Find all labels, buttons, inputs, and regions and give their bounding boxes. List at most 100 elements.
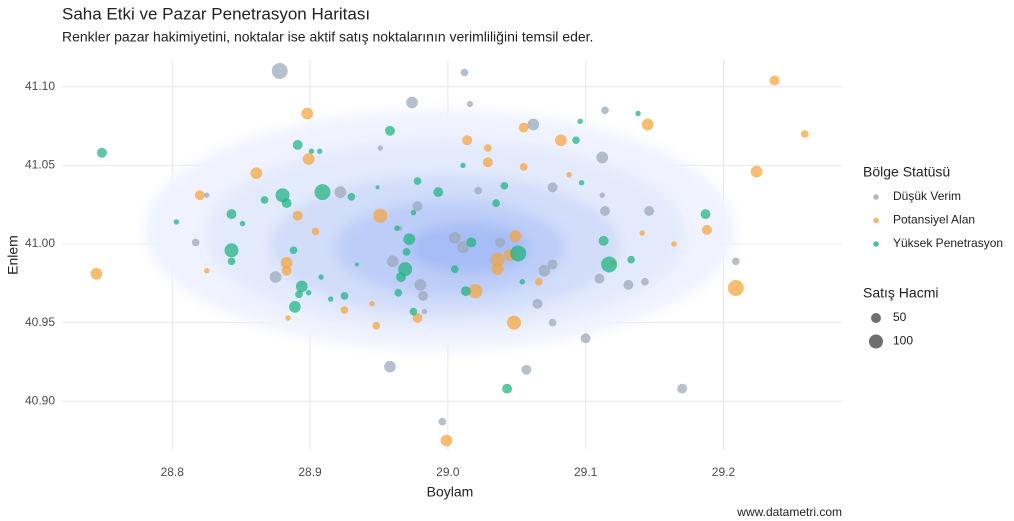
point [490, 252, 505, 267]
point [394, 225, 400, 231]
point [285, 315, 291, 321]
point [600, 206, 610, 216]
point [194, 190, 205, 201]
point [474, 186, 483, 195]
x-tick-label: 28.8 [161, 465, 185, 479]
point [384, 360, 396, 373]
point [769, 75, 780, 86]
point [468, 284, 483, 299]
point [641, 118, 654, 131]
point [281, 198, 292, 209]
point [527, 118, 540, 131]
point [295, 280, 308, 293]
point [701, 224, 712, 235]
point [354, 262, 359, 267]
point [502, 383, 513, 394]
point [347, 192, 356, 201]
legend-swatch [873, 241, 879, 247]
point [173, 219, 180, 225]
point [580, 333, 591, 344]
size-legend-label: 100 [893, 334, 913, 348]
point [418, 290, 429, 301]
point [750, 165, 763, 178]
point [413, 177, 422, 185]
point [305, 290, 312, 296]
point [534, 277, 543, 286]
point [521, 364, 532, 375]
x-tick-label: 28.9 [298, 465, 322, 479]
point [377, 145, 384, 151]
legend-label: Potansiyel Alan [893, 213, 975, 227]
y-tick-label: 41.10 [25, 79, 55, 93]
point [421, 308, 428, 315]
point [594, 273, 605, 284]
point [598, 235, 609, 246]
legend-swatch [873, 194, 879, 200]
point [466, 237, 477, 248]
legend-label: Yüksek Penetrasyon [893, 236, 1003, 250]
point [548, 318, 557, 327]
point [385, 125, 395, 136]
legend-label: Düşük Verim [893, 189, 961, 203]
point [547, 259, 558, 270]
point [203, 192, 210, 198]
point [328, 296, 334, 302]
point [372, 321, 381, 330]
size-legend-swatch [869, 334, 883, 349]
point [495, 237, 506, 248]
y-tick-label: 40.95 [25, 315, 55, 329]
point [260, 196, 269, 204]
point [538, 264, 551, 277]
point [412, 312, 423, 323]
point [644, 206, 655, 216]
point [314, 184, 331, 201]
point [280, 257, 293, 269]
point [635, 110, 641, 117]
point [292, 210, 303, 221]
point [414, 279, 427, 291]
point [601, 106, 609, 115]
point [226, 209, 237, 220]
point [409, 307, 418, 316]
point [396, 272, 406, 282]
point [438, 417, 447, 426]
point [483, 144, 492, 152]
point [224, 243, 239, 258]
point [403, 233, 416, 246]
point [460, 162, 466, 169]
point [466, 100, 474, 108]
point [227, 257, 236, 266]
point [450, 265, 459, 273]
point [311, 227, 320, 236]
x-tick-label: 29.2 [712, 465, 736, 479]
point [433, 187, 444, 198]
point [547, 182, 558, 193]
point [250, 167, 263, 180]
point [292, 139, 303, 150]
point [334, 186, 347, 198]
legend-title: Bölge Statüsü [863, 164, 950, 180]
point [482, 157, 493, 168]
point [641, 277, 649, 286]
point [402, 248, 411, 256]
point [295, 290, 303, 299]
y-axis-title: Enlem [5, 235, 21, 275]
point [639, 230, 645, 236]
caption: www.datametri.com [736, 505, 842, 519]
point [406, 96, 418, 109]
point [462, 135, 473, 146]
point [375, 185, 380, 190]
point [599, 192, 605, 198]
point [373, 208, 388, 223]
point [457, 241, 469, 253]
point [316, 148, 323, 154]
point [572, 136, 580, 145]
point [460, 286, 471, 297]
point [671, 241, 677, 247]
point [800, 130, 809, 138]
point [410, 209, 417, 216]
y-tick-label: 41.00 [25, 236, 55, 250]
point [281, 265, 292, 276]
y-tick-label: 40.90 [25, 393, 55, 407]
point [369, 301, 375, 307]
